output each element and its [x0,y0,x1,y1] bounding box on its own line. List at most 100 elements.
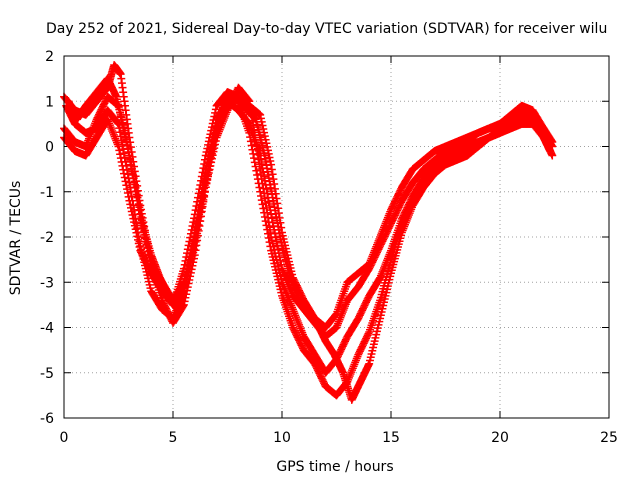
data-point [375,317,384,326]
data-point [276,285,285,294]
data-point [245,97,254,106]
data-point [125,196,134,205]
data-point [271,266,280,274]
data-point [144,277,153,286]
data-point [367,350,376,358]
data-point [250,154,258,163]
data-point [120,149,128,158]
data-point [256,187,265,196]
data-point [200,160,209,168]
data-point [127,207,136,216]
data-point [129,214,138,223]
data-point [197,172,206,181]
data-point [265,238,274,247]
data-point [266,157,275,165]
data-point [259,184,268,193]
data-point [263,225,272,234]
data-point [264,234,273,242]
data-point [250,158,259,167]
data-point [372,330,381,339]
data-point [258,200,267,209]
data-point [366,356,374,365]
data-point [392,248,401,257]
data-point [378,287,387,296]
data-point [123,185,132,194]
data-point [270,259,279,268]
data-point [124,192,133,201]
data-point [274,278,283,287]
data-point [122,181,131,190]
data-point [191,206,200,215]
data-point [390,257,399,266]
data-point [257,192,265,200]
data-point [121,177,130,186]
data-point [382,288,391,297]
data-point [246,133,255,142]
data-point [380,295,389,304]
data-point [260,132,269,141]
data-point [374,320,383,329]
data-point [185,237,194,246]
data-point [134,235,142,244]
data-point [273,272,282,281]
data-point [387,266,396,275]
data-point [369,343,378,352]
data-point [261,199,270,208]
data-point [274,275,283,284]
data-point [133,232,142,241]
data-point [379,301,388,310]
data-point [248,145,257,154]
data-point [265,153,274,162]
data-point [266,242,275,251]
data-point [381,291,390,300]
data-point [257,170,265,178]
data-point [256,110,265,119]
data-point [261,217,270,226]
data-point [249,121,258,130]
data-point [120,169,128,178]
data-point [114,142,123,151]
data-point [202,148,211,156]
data-point [373,324,382,333]
data-point [259,204,268,213]
data-point [120,173,129,182]
data-point [114,119,123,128]
data-point [247,141,256,150]
y-tick-label: 1 [45,94,54,110]
data-point [267,249,276,258]
data-point [255,183,264,192]
data-point [370,337,379,346]
data-point [368,346,377,355]
data-point [272,269,281,278]
data-point [397,231,406,240]
data-point [378,304,387,313]
data-point [126,200,135,209]
data-point [271,262,279,271]
data-point [244,96,253,105]
data-point [394,243,402,251]
data-point [376,311,385,320]
y-axis-label: SDTVAR / TECUs [8,181,24,296]
data-point [383,285,392,294]
data-point [254,155,263,164]
data-point [192,202,201,210]
data-point [206,130,215,139]
x-tick-label: 25 [600,430,618,446]
data-point [262,221,271,230]
data-point [389,260,398,269]
data-point [264,229,272,238]
data-point [119,165,128,174]
data-point [258,121,267,130]
data-point [180,260,189,269]
data-point [257,196,266,205]
data-point [116,154,125,163]
data-point [253,170,262,179]
y-tick-label: -4 [40,321,54,337]
data-point [199,164,208,173]
x-axis-label: GPS time / hours [276,459,393,475]
data-point [127,203,135,212]
y-tick-label: -2 [40,230,54,246]
data-point [211,108,219,117]
data-point [117,158,126,166]
data-point [395,237,404,246]
